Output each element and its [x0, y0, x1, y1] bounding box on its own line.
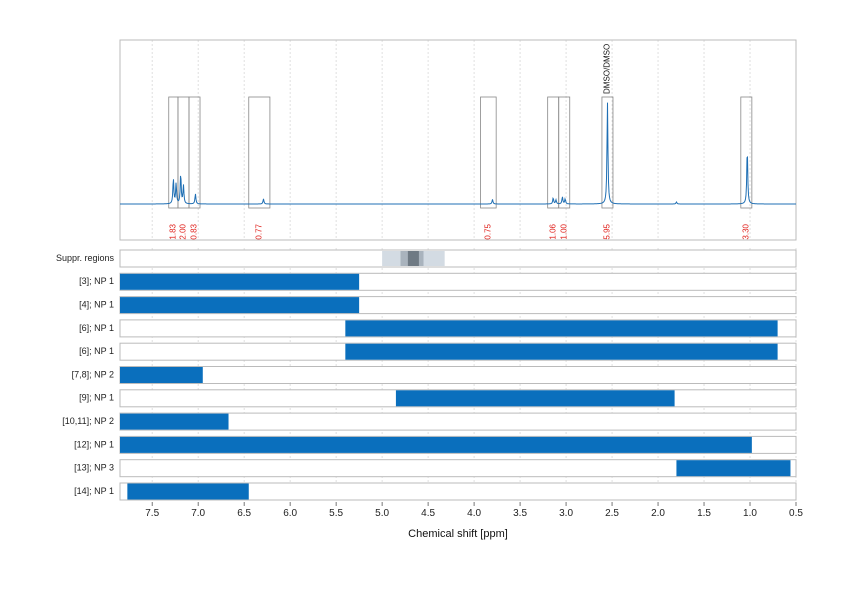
x-tick-label: 4.5 [421, 508, 435, 519]
x-axis-label: Chemical shift [ppm] [408, 528, 508, 540]
assignment-bar [120, 367, 203, 383]
spectrum-panel: 1.83 2.00 0.83 0.77 0.75 1.06 1.00 5.95 DMSO/DMS… [119, 39, 797, 241]
suppressed-row-frame [119, 249, 797, 268]
integral-box [558, 96, 571, 209]
integral-label: 2.00 [179, 223, 188, 239]
peak-annotation: DMSO/DMSO [603, 44, 612, 94]
integral-label: 1.83 [168, 223, 177, 239]
assignment-bar [395, 390, 675, 407]
assignment-bar [120, 297, 360, 314]
integral-regions: 1.83 2.00 0.83 0.77 0.75 1.06 1.00 5.95 DMSO/DMS… [168, 44, 753, 240]
integral-label: 0.83 [190, 223, 199, 239]
x-tick-label: 6.5 [237, 508, 251, 519]
x-tick-label: 2.5 [605, 508, 619, 519]
x-tick-label: 6.0 [283, 508, 297, 519]
x-axis: 7.5 7.0 6.5 6.0 5.5 5.0 4.5 4.0 3.5 3.0 2.5 2.0 1.5 1… [145, 502, 803, 519]
row-label: [6]; NP 1 [79, 323, 114, 333]
row-label: [10,11]; NP 2 [62, 416, 114, 426]
row-frame [119, 482, 797, 501]
x-tick-label: 7.5 [145, 508, 159, 519]
assignment-bar [120, 273, 360, 290]
assignment-bar [120, 436, 752, 453]
x-tick-label: 3.0 [559, 508, 573, 519]
integral-box [601, 96, 614, 209]
row-frame [119, 459, 797, 478]
x-tick-label: 4.0 [467, 508, 481, 519]
assignment-bar [676, 460, 791, 477]
integral-box [188, 96, 201, 209]
assignment-bar [345, 320, 778, 337]
x-tick-label: 1.0 [743, 508, 757, 519]
row-label: [3]; NP 1 [79, 276, 114, 286]
integral-box [248, 96, 271, 209]
row-label: [4]; NP 1 [79, 299, 114, 309]
assignment-bar [345, 343, 778, 360]
row-label: [13]; NP 3 [74, 463, 114, 473]
spectrum-line [120, 102, 796, 205]
x-tick-label: 5.5 [329, 508, 343, 519]
x-tick-label: 2.0 [651, 508, 665, 519]
x-tick-label: 3.5 [513, 508, 527, 519]
integral-box [740, 96, 753, 209]
row-label: [9]; NP 1 [79, 393, 114, 403]
x-tick-label: 0.5 [789, 508, 803, 519]
assignment-rows: Suppr. regions [3]; NP 1 [4]; NP 1 [6]; NP … [56, 249, 797, 501]
integral-label: 5.95 [603, 223, 612, 239]
row-frame [119, 366, 797, 384]
x-tick-label: 7.0 [191, 508, 205, 519]
x-tick-label: 1.5 [697, 508, 711, 519]
integral-box [480, 96, 497, 209]
suppressed-band [407, 251, 419, 266]
integral-label: 1.06 [548, 223, 557, 239]
integral-box [547, 96, 560, 209]
row-label: Suppr. regions [56, 253, 115, 263]
integral-label: 0.75 [483, 223, 492, 239]
integral-label: 0.77 [254, 223, 263, 239]
row-label: [14]; NP 1 [74, 486, 114, 496]
x-tick-label: 5.0 [375, 508, 389, 519]
assignment-bar [127, 483, 249, 500]
integral-label: 3.30 [741, 223, 750, 239]
row-label: [7,8]; NP 2 [72, 369, 114, 379]
row-label: [6]; NP 1 [79, 346, 114, 356]
spectrum-frame [119, 39, 797, 241]
row-label: [12]; NP 1 [74, 439, 114, 449]
integral-label: 1.00 [559, 223, 568, 239]
assignment-bar [120, 413, 229, 430]
